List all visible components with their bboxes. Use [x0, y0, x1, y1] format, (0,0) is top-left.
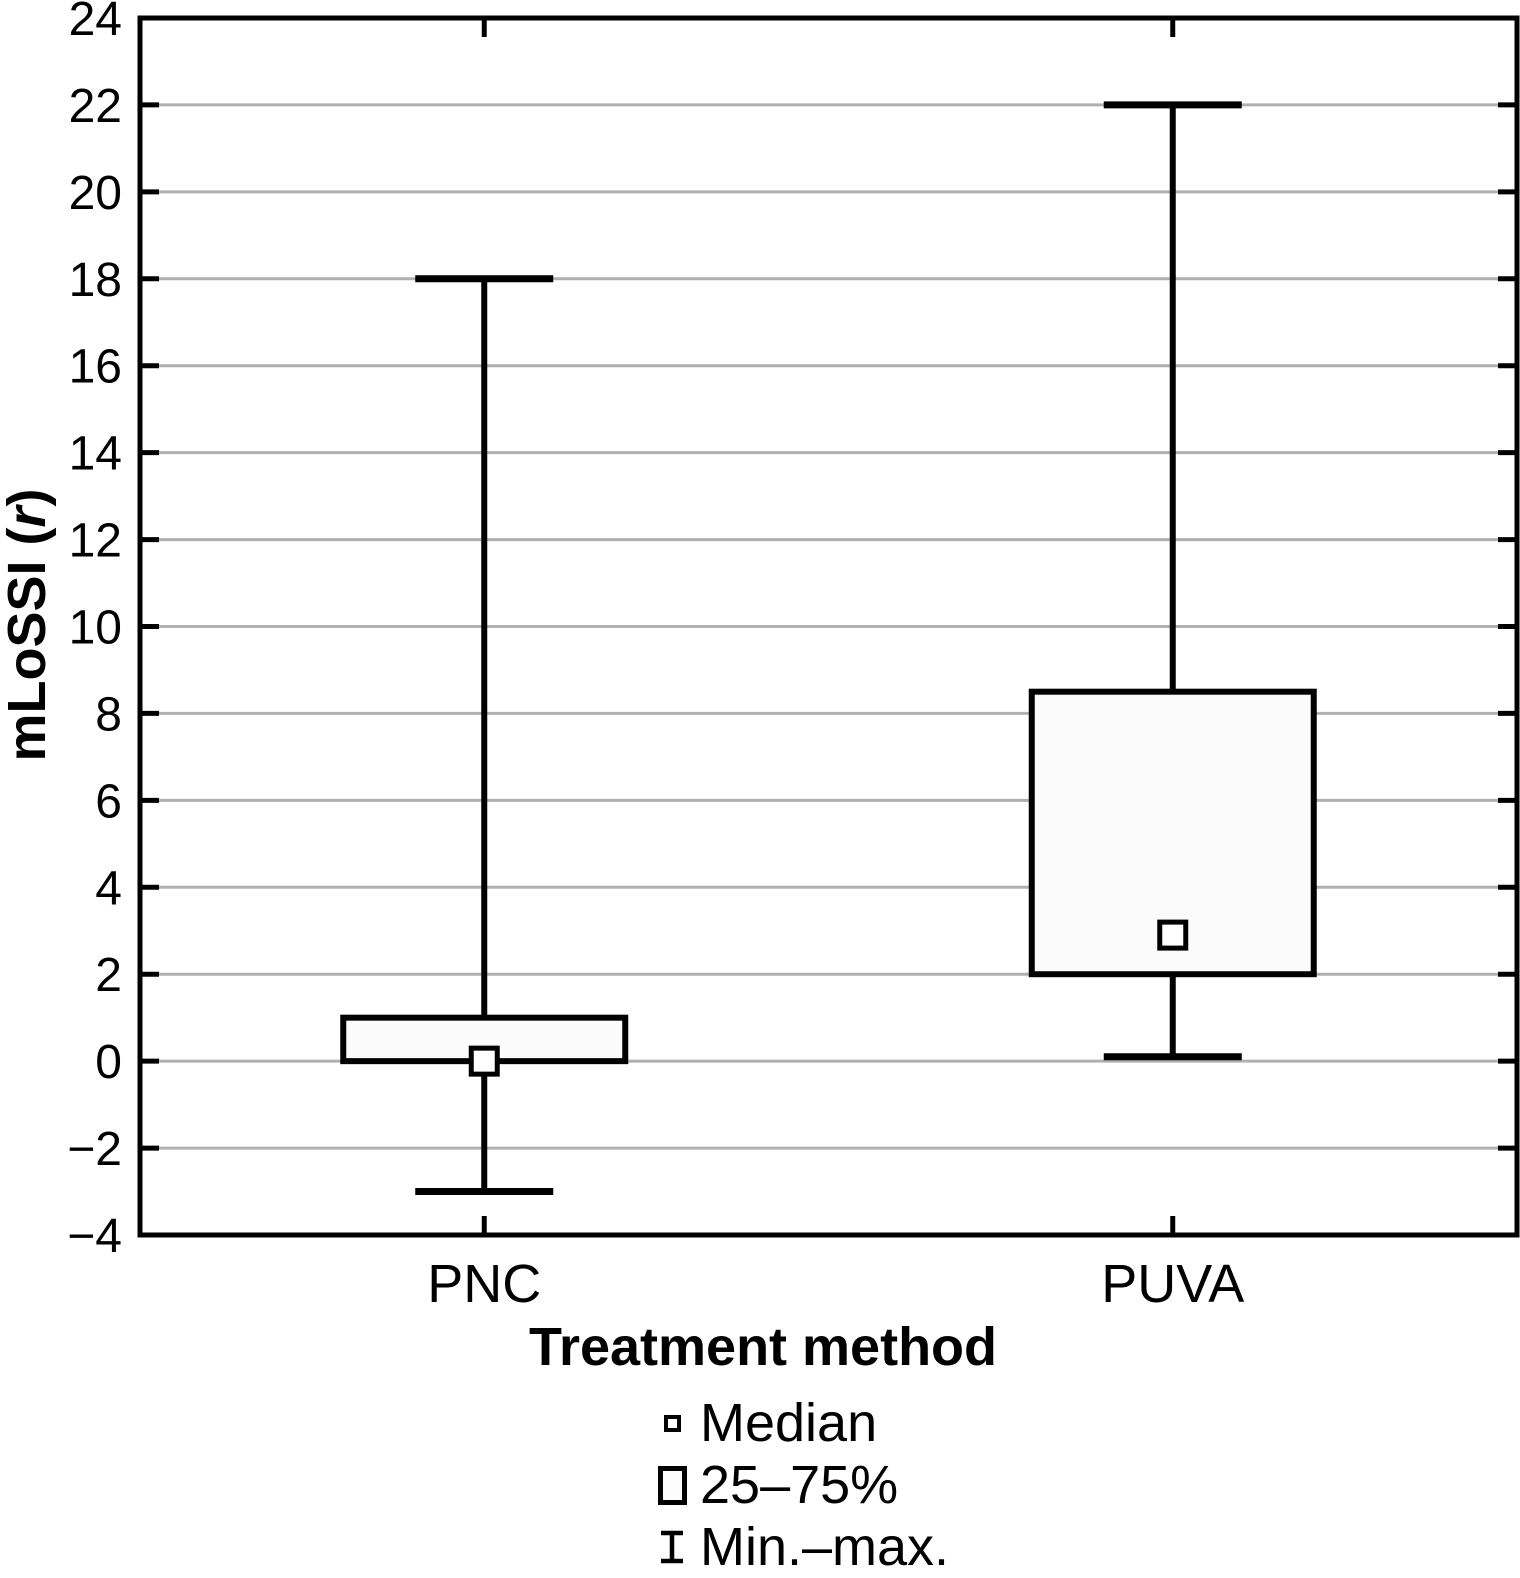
legend-row-median: Median — [648, 1392, 949, 1454]
y-tick-label-10: 10 — [69, 602, 122, 655]
category-label-PNC: PNC — [427, 1254, 541, 1314]
legend-label-iqr: 25–75% — [700, 1455, 899, 1515]
category-label-PUVA: PUVA — [1101, 1254, 1244, 1314]
legend-label-minmax: Min.–max. — [700, 1517, 950, 1577]
iqr-box-icon — [657, 1465, 687, 1505]
legend-row-iqr: 25–75% — [648, 1454, 949, 1516]
y-tick-label-14: 14 — [69, 428, 122, 481]
y-axis-title: mLoSSI (r) — [0, 425, 57, 825]
median-point-icon — [663, 1414, 681, 1432]
y-axis-title-italic-r: r — [0, 506, 57, 528]
y-tick-label-0: 0 — [95, 1036, 122, 1089]
legend-label-median: Median — [700, 1393, 878, 1453]
y-tick-label-2: 2 — [95, 949, 122, 1002]
y-tick-label-18: 18 — [69, 254, 122, 307]
legend-row-minmax: Min.–max. — [648, 1516, 949, 1578]
y-tick-label-20: 20 — [69, 167, 122, 220]
y-axis-title-suffix: ) — [0, 488, 57, 507]
y-tick-label-12: 12 — [69, 515, 122, 568]
y-tick-label-24: 24 — [69, 0, 122, 46]
y-tick-label--2: −2 — [67, 1123, 122, 1176]
median-marker-PUVA — [1157, 919, 1189, 951]
min-max-whisker-icon — [661, 1530, 683, 1564]
median-marker-PNC — [468, 1045, 500, 1077]
y-tick-label--4: −4 — [67, 1210, 122, 1263]
y-tick-label-22: 22 — [69, 80, 122, 133]
x-axis-title: Treatment method — [528, 1317, 998, 1377]
y-tick-label-6: 6 — [95, 775, 122, 828]
y-tick-label-8: 8 — [95, 688, 122, 741]
legend: Median 25–75% Min.–max. — [648, 1392, 949, 1578]
y-axis-title-prefix: mLoSSI ( — [0, 527, 57, 762]
y-tick-label-4: 4 — [95, 862, 122, 915]
y-tick-label-16: 16 — [69, 341, 122, 394]
